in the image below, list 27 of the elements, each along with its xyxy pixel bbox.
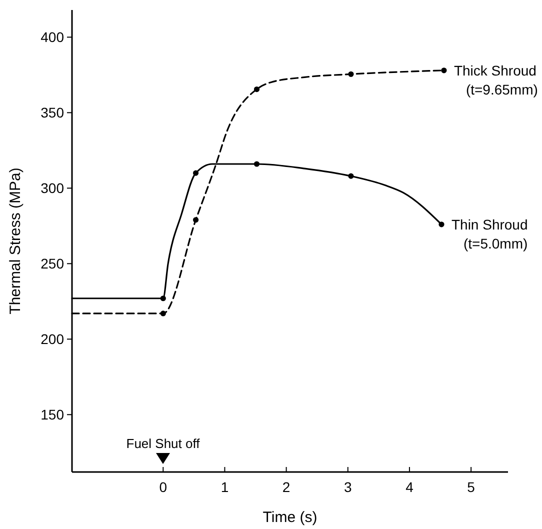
annotation: Fuel Shut off [126, 436, 200, 451]
y-tick-label: 350 [40, 104, 64, 121]
x-tick-label: 0 [159, 479, 168, 495]
y-tick-label: 250 [40, 256, 64, 272]
y-tick-label: 400 [40, 29, 64, 46]
x-tick-label: 3 [344, 479, 352, 495]
x-tick-label: 5 [467, 479, 476, 495]
x-tick-label: 4 [406, 479, 414, 495]
y-tick-label: 300 [40, 180, 64, 196]
y-tick-label: 200 [40, 331, 64, 348]
point [348, 71, 354, 77]
point [254, 161, 260, 167]
series-label: Thick Shroud (t=9.65mm) [454, 62, 538, 98]
point [441, 68, 447, 74]
x-axis-title: Time (s) [262, 509, 318, 526]
point [438, 222, 444, 228]
point [192, 170, 199, 176]
point [192, 217, 199, 223]
series-label: Thin Shroud (t=5.0mm) [451, 216, 528, 252]
point [160, 310, 166, 316]
x-tick-label: 2 [282, 479, 290, 495]
point [160, 296, 166, 302]
point [348, 173, 354, 179]
x-tick-label: 1 [220, 479, 229, 495]
y-tick-label: 150 [40, 406, 64, 423]
point [254, 86, 260, 92]
y-axis-title: Thermal Stress (MPa) [7, 168, 24, 314]
